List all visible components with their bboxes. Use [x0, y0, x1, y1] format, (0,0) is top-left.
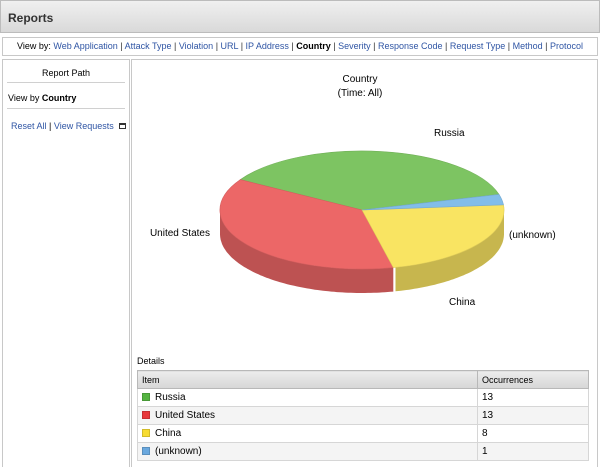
option-separator: |	[117, 41, 125, 51]
pie-sides	[220, 210, 504, 293]
view-by-bar: View by: Web Application | Attack Type |…	[2, 37, 598, 56]
view-by-option-severity[interactable]: Severity	[338, 41, 371, 51]
column-header-occurrences[interactable]: Occurrences	[477, 370, 589, 389]
view-by-option-country: Country	[296, 41, 331, 51]
view-by-option-response-code[interactable]: Response Code	[377, 41, 443, 51]
table-row[interactable]: United States 13	[137, 406, 589, 425]
table-row[interactable]: (unknown) 1	[137, 442, 589, 461]
report-path-view-by: View by Country	[8, 93, 76, 103]
chart-subtitle: (Time: All)	[338, 88, 383, 99]
pie-side-china	[395, 210, 504, 292]
pie-label: Russia	[434, 128, 465, 139]
occurrences-cell: 8	[477, 424, 589, 443]
color-swatch	[142, 393, 150, 401]
pie-label: (unknown)	[509, 230, 556, 241]
pie-slice-china[interactable]	[361, 204, 505, 268]
details-header-row: Item Occurrences	[137, 370, 589, 389]
report-path-panel: Report Path View by Country Reset All | …	[2, 59, 130, 467]
view-by-option-request-type[interactable]: Request Type	[449, 41, 506, 51]
report-main: Country (Time: All) Russia United States C…	[131, 59, 598, 467]
new-window-icon[interactable]	[119, 123, 127, 129]
option-separator: |	[505, 41, 513, 51]
table-row[interactable]: China 8	[137, 424, 589, 443]
pie-slices	[219, 150, 505, 270]
option-separator: |	[330, 41, 339, 51]
option-separator: |	[213, 41, 221, 51]
view-by-current: Country	[41, 93, 77, 103]
report-actions: Reset All | View Requests	[11, 121, 127, 131]
color-swatch	[142, 447, 150, 455]
divider	[7, 82, 125, 83]
pie-label: China	[449, 297, 476, 308]
reports-header: Reports	[0, 0, 600, 33]
view-by-option-ip-address[interactable]: IP Address	[245, 41, 289, 51]
pie-slice-united-states[interactable]	[219, 179, 394, 270]
link-separator: |	[49, 121, 52, 131]
reset-all-link[interactable]: Reset All	[11, 121, 47, 131]
view-by-option-method[interactable]: Method	[512, 41, 543, 51]
occurrences-cell: 13	[477, 388, 589, 407]
table-row[interactable]: Russia 13	[137, 388, 589, 407]
page-title: Reports	[8, 11, 54, 25]
color-swatch	[142, 411, 150, 419]
view-by-prefix: View by	[8, 93, 40, 103]
country-pie-chart: Country (Time: All) Russia United States C…	[150, 74, 556, 308]
view-requests-link[interactable]: View Requests	[53, 121, 114, 131]
pie-slice-unknown[interactable]	[361, 194, 504, 211]
view-by-option-protocol[interactable]: Protocol	[549, 41, 583, 51]
column-header-item[interactable]: Item	[137, 370, 478, 389]
view-by-label: View by:	[17, 41, 51, 51]
details-label: Details	[137, 356, 165, 366]
item-cell: (unknown)	[137, 442, 478, 461]
option-separator: |	[171, 41, 179, 51]
divider	[7, 108, 125, 109]
occurrences-cell: 13	[477, 406, 589, 425]
option-separator: |	[542, 41, 550, 51]
occurrences-cell: 1	[477, 442, 589, 461]
item-name: United States	[155, 410, 216, 421]
item-cell: United States	[137, 406, 478, 425]
pie-labels: Russia United States China (unknown)	[150, 128, 556, 308]
option-separator: |	[288, 41, 297, 51]
report-path-title: Report Path	[41, 68, 91, 78]
option-separator: |	[442, 41, 450, 51]
option-separator: |	[238, 41, 246, 51]
item-name: China	[155, 428, 182, 439]
color-swatch	[142, 429, 150, 437]
item-name: (unknown)	[155, 446, 202, 457]
view-by-option-web-application[interactable]: Web Application	[53, 41, 118, 51]
view-by-option-violation[interactable]: Violation	[178, 41, 214, 51]
view-by-options: Web Application | Attack Type | Violatio…	[53, 41, 583, 51]
pie-side-united-states	[220, 210, 394, 293]
item-name: Russia	[155, 392, 186, 403]
chart-title: Country	[342, 74, 377, 85]
item-cell: China	[137, 424, 478, 443]
pie-slice-russia[interactable]	[239, 150, 500, 211]
option-separator: |	[370, 41, 378, 51]
pie-label: United States	[150, 228, 210, 239]
view-by-option-attack-type[interactable]: Attack Type	[124, 41, 172, 51]
details-body: Russia 13 United States 13 China 8 (unknown) 1	[137, 388, 589, 461]
item-cell: Russia	[137, 388, 478, 407]
details-table: Item Occurrences Russia 13 United States 13…	[137, 370, 589, 461]
view-by-option-url[interactable]: URL	[220, 41, 239, 51]
